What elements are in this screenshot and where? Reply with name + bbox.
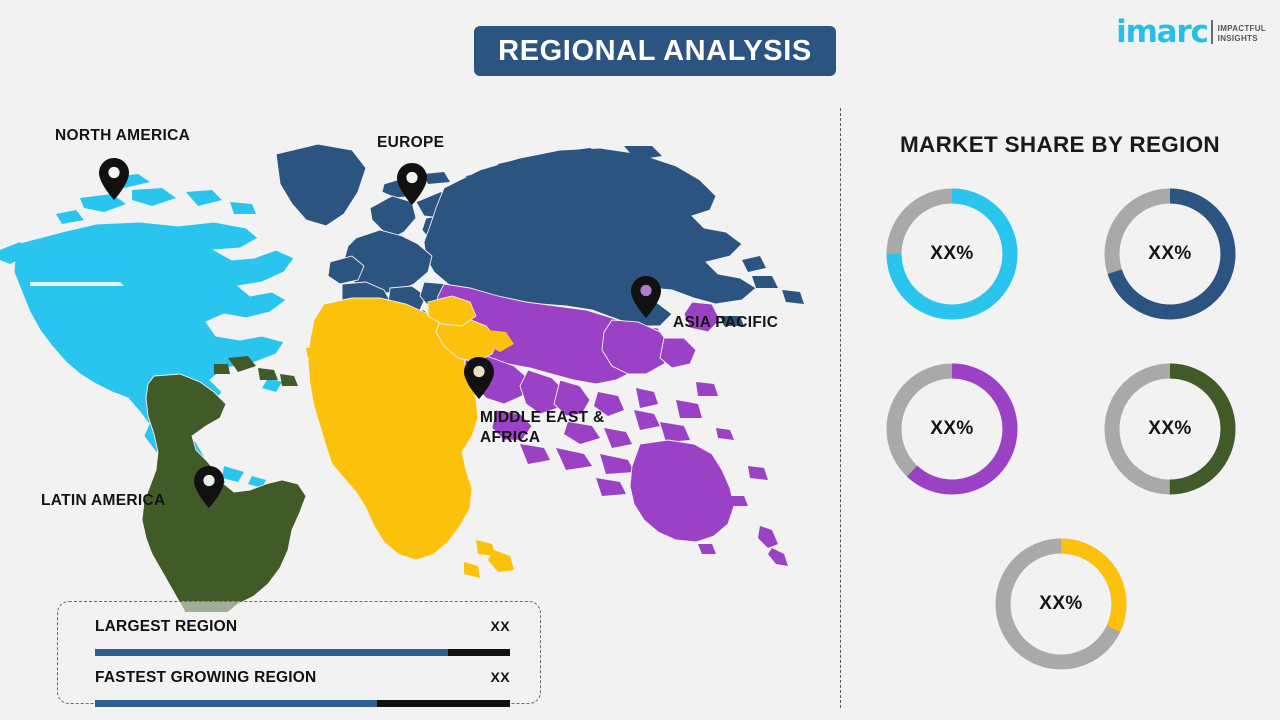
donut-ring	[995, 538, 1127, 670]
map-region-middle-east-africa	[306, 295, 514, 578]
donut-chart-europe: XX%	[1098, 182, 1242, 326]
map-pin-europe[interactable]	[397, 163, 427, 205]
logo-tagline-line2: INSIGHTS	[1217, 33, 1258, 43]
imarc-logo: imarc IMPACTFUL INSIGHTS	[1116, 14, 1266, 50]
donut-ring	[1104, 188, 1236, 320]
legend-label: LARGEST REGION	[95, 618, 238, 635]
world-map	[0, 92, 820, 612]
donut-value-label: XX%	[1148, 418, 1192, 439]
legend-bar-track	[95, 649, 510, 656]
page-title: REGIONAL ANALYSIS	[498, 34, 812, 67]
market-share-donut-grid: XX% XX% XX%	[856, 182, 1266, 676]
donut-chart-middle-east-africa: XX%	[989, 532, 1133, 676]
market-share-panel-title: MARKET SHARE BY REGION	[900, 132, 1220, 157]
region-label-asia-pacific: ASIA PACIFIC	[673, 314, 779, 331]
summary-legend-box: LARGEST REGION XX FASTEST GROWING REGION…	[57, 601, 541, 707]
legend-value: XX	[490, 618, 510, 634]
donut-ring	[1104, 363, 1236, 495]
donut-value-label: XX%	[1039, 593, 1083, 614]
donut-chart-asia-pacific: XX%	[880, 357, 1024, 501]
logo-divider	[1210, 20, 1213, 44]
donut-chart-north-america: XX%	[880, 182, 1024, 326]
logo-wordmark: imarc	[1116, 14, 1209, 50]
donut-ring	[886, 363, 1018, 495]
region-label-europe: EUROPE	[377, 134, 445, 151]
map-pin-middle-east-africa[interactable]	[464, 357, 494, 399]
donut-value-label: XX%	[1148, 243, 1192, 264]
legend-bar-fill	[95, 700, 378, 707]
legend-label: FASTEST GROWING REGION	[95, 669, 317, 686]
map-pin-latin-america[interactable]	[194, 466, 224, 508]
donut-ring	[886, 188, 1018, 320]
donut-value-label: XX%	[930, 243, 974, 264]
region-label-north-america: NORTH AMERICA	[55, 127, 191, 144]
donut-value-label: XX%	[930, 418, 974, 439]
legend-row-fastest-growing-region: FASTEST GROWING REGION XX	[95, 669, 510, 709]
legend-bar-track	[95, 700, 510, 707]
legend-value: XX	[490, 669, 510, 685]
logo-tagline-line1: IMPACTFUL	[1217, 24, 1266, 33]
map-pin-north-america[interactable]	[99, 158, 129, 200]
logo-tagline: IMPACTFUL INSIGHTS	[1218, 24, 1266, 46]
donut-chart-latin-america: XX%	[1098, 357, 1242, 501]
map-region-latin-america	[141, 356, 307, 612]
region-label-latin-america: LATIN AMERICA	[41, 492, 166, 509]
page-title-banner: REGIONAL ANALYSIS	[474, 26, 836, 76]
map-region-greenland	[275, 143, 367, 227]
map-pin-asia-pacific[interactable]	[631, 276, 661, 318]
panel-divider	[840, 108, 841, 708]
map-region-north-america	[0, 174, 295, 491]
legend-row-largest-region: LARGEST REGION XX	[95, 618, 510, 658]
legend-bar-fill	[95, 649, 448, 656]
region-label-middle-east-africa: MIDDLE EAST & AFRICA	[480, 409, 605, 446]
